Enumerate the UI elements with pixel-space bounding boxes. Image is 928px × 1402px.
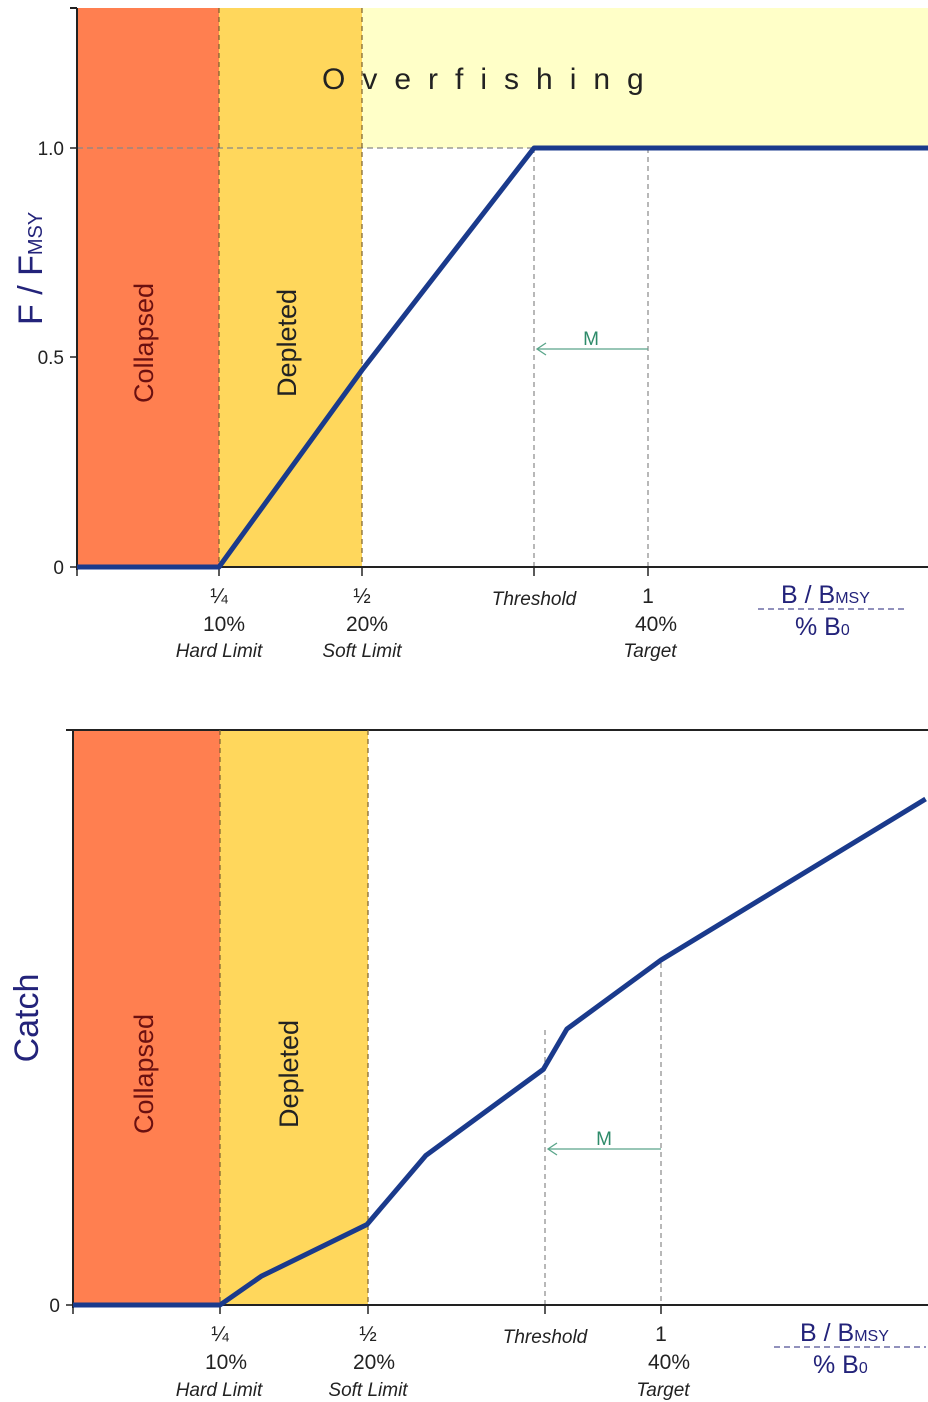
top-series-line xyxy=(77,145,928,570)
bottom-xtick-target-ratio: 1 xyxy=(655,1323,667,1346)
top-zone-label-depleted: Depleted xyxy=(272,289,302,397)
top-xtick-hard-name: Hard Limit xyxy=(176,641,263,662)
top-ylabel: F / FMSY xyxy=(12,212,50,325)
bottom-zone-label-collapsed: Collapsed xyxy=(129,1014,159,1134)
bottom-panel: 0 ¼ 10% Hard Limit ½ 20% Soft Limit Thre… xyxy=(8,729,928,1401)
top-m-arrowhead xyxy=(535,342,547,356)
bottom-xtick-soft-pct: 20% xyxy=(353,1351,395,1374)
bottom-series-line xyxy=(73,796,927,1308)
bottom-m-arrowhead xyxy=(546,1142,558,1156)
bottom-zone-collapsed xyxy=(73,730,220,1305)
top-xtick-target-ratio: 1 xyxy=(642,585,654,608)
top-ytick-label-0: 0 xyxy=(53,558,64,579)
top-panel: 1.0 0.5 0 ¼ 10% Hard Limit ½ 20% Soft Li… xyxy=(12,7,928,662)
bottom-xtick-target-pct: 40% xyxy=(648,1351,690,1374)
top-xtick-hard-ratio: ¼ xyxy=(210,585,228,608)
top-xlabel-ratio: B / BMSY xyxy=(781,581,870,609)
top-xtick-threshold-name: Threshold xyxy=(492,589,578,610)
top-xtick-hard-pct: 10% xyxy=(203,613,245,636)
bottom-m-label: M xyxy=(596,1129,612,1150)
bottom-xlabel-ratio: B / BMSY xyxy=(800,1319,889,1347)
bottom-xtick-target-name: Target xyxy=(636,1380,690,1401)
top-xtick-soft-ratio: ½ xyxy=(353,585,371,608)
top-xtick-target-pct: 40% xyxy=(635,613,677,636)
bottom-zone-depleted xyxy=(220,730,368,1305)
top-xtick-soft-name: Soft Limit xyxy=(322,641,402,662)
top-zone-depleted xyxy=(219,8,362,567)
bottom-xtick-soft-name: Soft Limit xyxy=(328,1380,408,1401)
top-ytick-label-05: 0.5 xyxy=(38,348,64,369)
top-zone-overfishing xyxy=(362,8,928,148)
bottom-xtick-hard-pct: 10% xyxy=(205,1351,247,1374)
top-zone-label-overfishing: Overfishing xyxy=(322,63,661,96)
bottom-ylabel: Catch xyxy=(8,974,46,1063)
bottom-zone-label-depleted: Depleted xyxy=(274,1020,304,1128)
bottom-xlabel-pct: % B0 xyxy=(813,1351,868,1379)
bottom-xtick-hard-name: Hard Limit xyxy=(176,1380,263,1401)
top-xlabel-pct: % B0 xyxy=(795,613,850,641)
bottom-ytick-label-0: 0 xyxy=(49,1296,60,1317)
top-zone-collapsed xyxy=(77,8,219,567)
top-xtick-target-name: Target xyxy=(623,641,677,662)
bottom-xtick-hard-ratio: ¼ xyxy=(211,1323,229,1346)
top-xtick-soft-pct: 20% xyxy=(346,613,388,636)
top-ytick-label-1: 1.0 xyxy=(38,139,64,160)
bottom-xtick-threshold-name: Threshold xyxy=(503,1327,589,1348)
bottom-xtick-soft-ratio: ½ xyxy=(359,1323,377,1346)
top-zone-label-collapsed: Collapsed xyxy=(129,283,159,403)
top-m-label: M xyxy=(583,329,599,350)
